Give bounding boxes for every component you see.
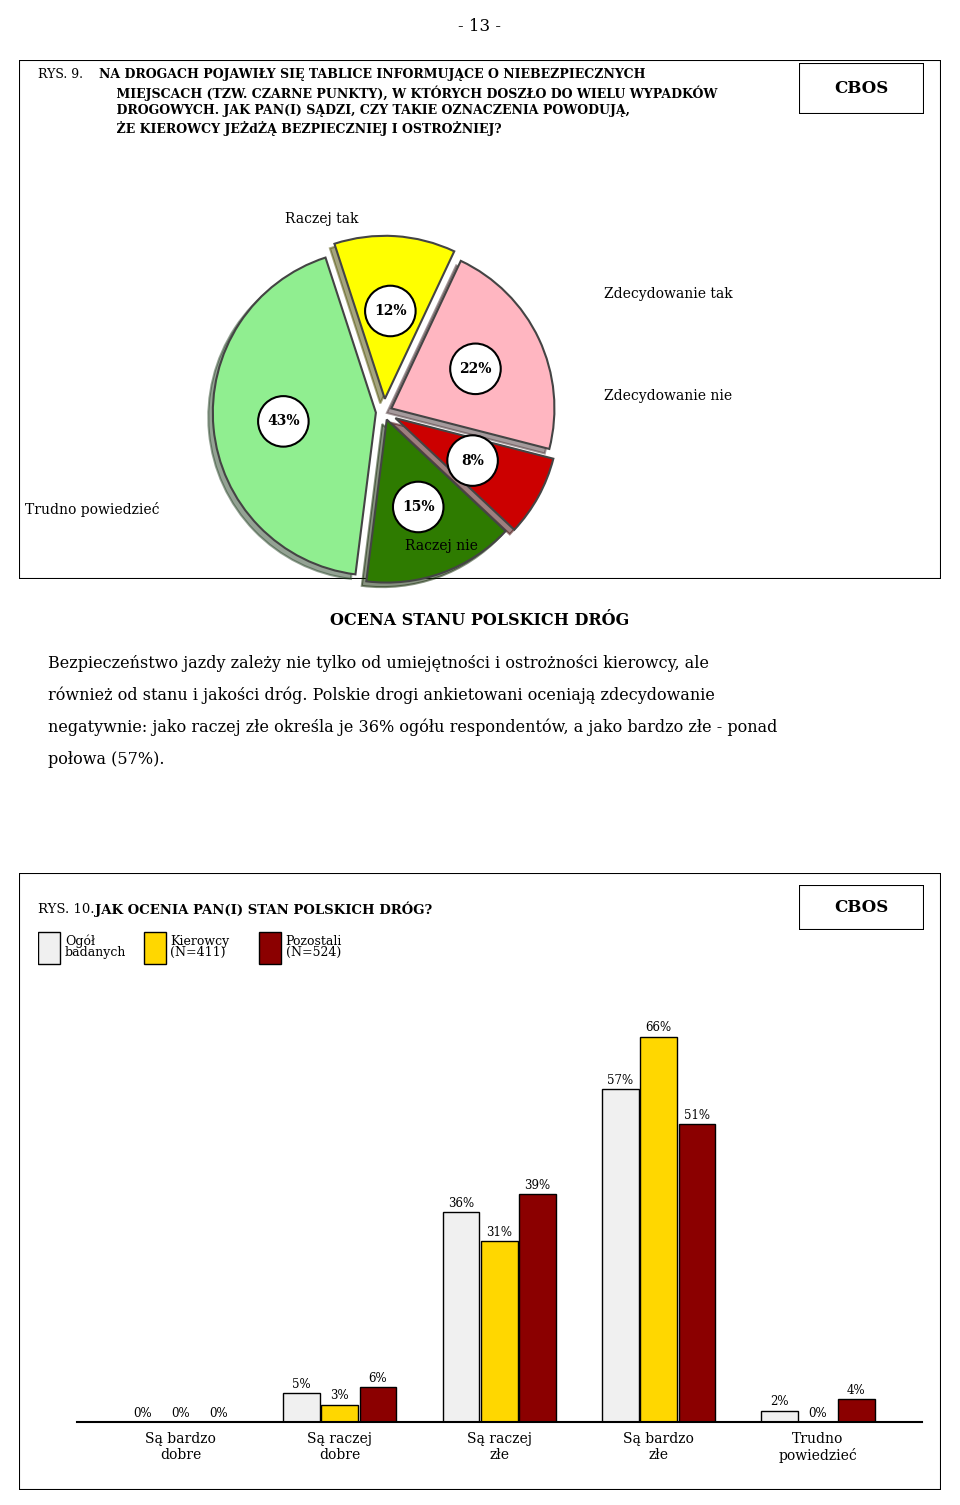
Bar bbox=[322, 1404, 358, 1422]
Text: 0%: 0% bbox=[808, 1407, 828, 1419]
Bar bbox=[838, 1398, 875, 1422]
FancyBboxPatch shape bbox=[799, 63, 924, 114]
Wedge shape bbox=[392, 260, 555, 448]
Text: Kierowcy: Kierowcy bbox=[171, 935, 229, 948]
Text: 3%: 3% bbox=[330, 1389, 349, 1403]
FancyBboxPatch shape bbox=[38, 932, 60, 963]
Text: OCENA STANU POLSKICH DRÓG: OCENA STANU POLSKICH DRÓG bbox=[330, 613, 630, 629]
Text: 6%: 6% bbox=[369, 1373, 388, 1385]
Text: Bezpieczeństwo jazdy zależy nie tylko od umiejętności i ostrożności kierowcy, al: Bezpieczeństwo jazdy zależy nie tylko od… bbox=[48, 655, 778, 768]
Circle shape bbox=[365, 286, 416, 336]
Text: (N=411): (N=411) bbox=[171, 945, 226, 959]
Text: 57%: 57% bbox=[608, 1075, 634, 1087]
FancyBboxPatch shape bbox=[19, 873, 941, 1490]
Text: RYS. 9.: RYS. 9. bbox=[38, 68, 87, 81]
Bar bbox=[602, 1090, 638, 1422]
Wedge shape bbox=[396, 418, 553, 530]
Text: (N=524): (N=524) bbox=[286, 945, 341, 959]
Text: 66%: 66% bbox=[645, 1022, 672, 1034]
Text: 39%: 39% bbox=[524, 1178, 550, 1192]
Text: Zdecydowanie nie: Zdecydowanie nie bbox=[604, 388, 732, 402]
Wedge shape bbox=[213, 257, 376, 575]
Bar bbox=[640, 1037, 677, 1422]
Text: 5%: 5% bbox=[292, 1377, 311, 1391]
Circle shape bbox=[393, 482, 444, 533]
FancyBboxPatch shape bbox=[259, 932, 281, 963]
Bar bbox=[761, 1410, 798, 1422]
Circle shape bbox=[258, 396, 308, 447]
Text: Pozostali: Pozostali bbox=[286, 935, 342, 948]
Text: badanych: badanych bbox=[65, 945, 126, 959]
Text: 2%: 2% bbox=[771, 1395, 789, 1409]
Text: Raczej tak: Raczej tak bbox=[285, 212, 359, 226]
Text: Zdecydowanie tak: Zdecydowanie tak bbox=[604, 287, 732, 301]
Text: JAK OCENIA PAN(I) STAN POLSKICH DRÓG?: JAK OCENIA PAN(I) STAN POLSKICH DRÓG? bbox=[94, 901, 432, 917]
Text: 22%: 22% bbox=[459, 361, 492, 376]
Text: 43%: 43% bbox=[267, 414, 300, 429]
Text: - 13 -: - 13 - bbox=[459, 18, 501, 35]
Wedge shape bbox=[367, 420, 506, 582]
Text: Raczej nie: Raczej nie bbox=[404, 539, 477, 552]
Text: 0%: 0% bbox=[209, 1407, 228, 1419]
Text: 12%: 12% bbox=[374, 304, 407, 318]
Circle shape bbox=[450, 343, 501, 394]
Text: 51%: 51% bbox=[684, 1109, 709, 1121]
Text: 31%: 31% bbox=[486, 1225, 513, 1239]
Text: CBOS: CBOS bbox=[834, 898, 888, 917]
Text: NA DROGACH POJAWIŁY SIĘ TABLICE INFORMUJĄCE O NIEBEZPIECZNYCH
    MIEJSCACH (TZW: NA DROGACH POJAWIŁY SIĘ TABLICE INFORMUJ… bbox=[99, 68, 718, 137]
Text: Ogół: Ogół bbox=[65, 935, 95, 948]
Text: 8%: 8% bbox=[461, 453, 484, 468]
Bar bbox=[360, 1388, 396, 1422]
Text: Trudno powiedzieć: Trudno powiedzieć bbox=[25, 503, 159, 518]
FancyBboxPatch shape bbox=[19, 60, 941, 579]
Text: 4%: 4% bbox=[847, 1383, 866, 1397]
Bar bbox=[519, 1195, 556, 1422]
Text: 0%: 0% bbox=[171, 1407, 190, 1419]
FancyBboxPatch shape bbox=[144, 932, 166, 963]
Text: 15%: 15% bbox=[402, 500, 435, 515]
FancyBboxPatch shape bbox=[799, 885, 924, 930]
Bar bbox=[283, 1394, 320, 1422]
Text: 0%: 0% bbox=[132, 1407, 152, 1419]
Circle shape bbox=[447, 435, 498, 486]
Text: RYS. 10.: RYS. 10. bbox=[38, 903, 99, 915]
Text: CBOS: CBOS bbox=[834, 80, 888, 98]
Bar bbox=[443, 1212, 479, 1422]
Bar bbox=[679, 1124, 715, 1422]
Wedge shape bbox=[334, 236, 454, 399]
Text: 36%: 36% bbox=[448, 1196, 474, 1210]
Bar bbox=[481, 1242, 517, 1422]
